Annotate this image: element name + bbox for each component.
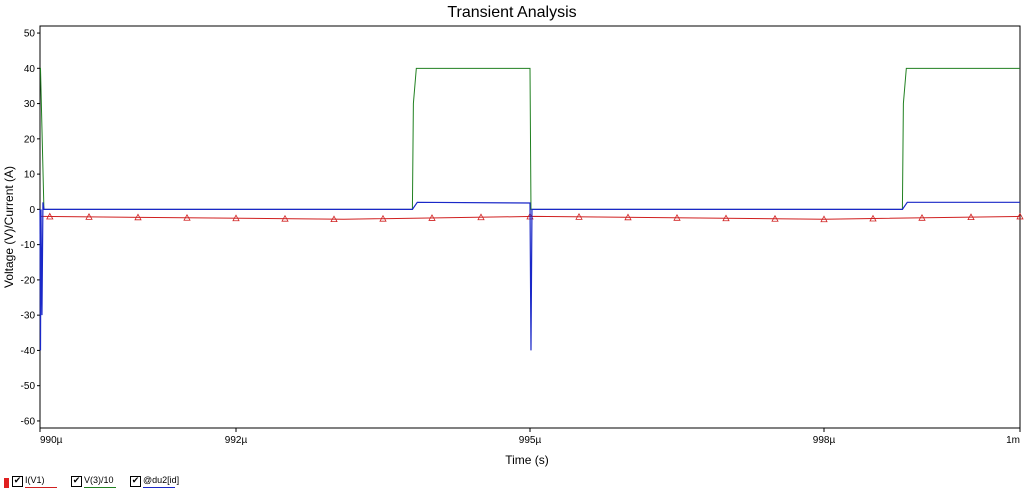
- series-marker: [46, 212, 54, 220]
- series-marker: [85, 213, 93, 220]
- legend-item-2[interactable]: ✔ V(3)/10: [71, 466, 116, 488]
- x-tick-label: 995µ: [519, 435, 542, 446]
- y-tick-label: -40: [21, 346, 36, 357]
- series-marker: [771, 214, 779, 222]
- series-marker: [134, 213, 142, 221]
- legend-label: I(V1): [25, 475, 45, 485]
- legend-swatch: [25, 487, 57, 488]
- y-tick-label: -50: [21, 381, 36, 392]
- legend-swatch: [84, 487, 116, 488]
- x-axis-ticks: 990µ 992µ 995µ 998µ 1m: [39, 428, 1021, 446]
- series-line-3: [39, 201, 1020, 351]
- y-tick-label: 0: [29, 205, 35, 216]
- series-marker: [820, 215, 828, 223]
- chart-title: Transient Analysis: [447, 4, 576, 21]
- series-marker: [575, 213, 583, 220]
- legend-item-3[interactable]: ✔ @du2[id]: [130, 466, 179, 488]
- series-marker: [330, 215, 338, 223]
- series-marker: [1016, 212, 1024, 220]
- selection-marker-icon: [4, 478, 9, 488]
- legend-entry: I(V1): [25, 475, 57, 488]
- x-tick-label: 992µ: [225, 435, 248, 446]
- series-marker: [967, 213, 975, 221]
- checkbox-checked-icon[interactable]: ✔: [130, 476, 141, 487]
- legend-label: V(3)/10: [84, 475, 114, 485]
- series-marker: [722, 214, 730, 222]
- y-axis-label: Voltage (V)/Current (A): [2, 166, 16, 288]
- y-tick-label: 10: [24, 170, 36, 181]
- x-axis-label: Time (s): [505, 453, 549, 467]
- series-marker: [281, 214, 289, 222]
- y-tick-label: -20: [21, 275, 36, 286]
- legend: ✔ I(V1) ✔ V(3)/10 ✔ @du2[id]: [4, 466, 179, 488]
- x-tick-label: 998µ: [813, 435, 836, 446]
- series-marker: [477, 213, 485, 221]
- y-tick-label: -30: [21, 311, 36, 322]
- legend-entry: @du2[id]: [143, 475, 179, 488]
- y-tick-label: 40: [24, 64, 36, 75]
- series-marker: [428, 214, 436, 221]
- x-tick-label: 1m: [1006, 435, 1020, 446]
- series-marker: [624, 213, 632, 221]
- legend-entry: V(3)/10: [84, 475, 116, 488]
- series-marker: [673, 213, 681, 221]
- y-tick-label: 50: [24, 29, 36, 40]
- y-tick-label: 20: [24, 134, 36, 145]
- y-tick-label: -60: [21, 416, 36, 427]
- checkbox-checked-icon[interactable]: ✔: [12, 476, 23, 487]
- series-marker: [918, 213, 926, 221]
- series-marker: [232, 214, 240, 222]
- x-tick-label: 990µ: [40, 435, 63, 446]
- series-line-1: [39, 215, 1021, 220]
- legend-item-1[interactable]: ✔ I(V1): [4, 466, 57, 488]
- checkbox-checked-icon[interactable]: ✔: [71, 476, 82, 487]
- y-axis-ticks: 50 40 30 20 10 0 -10 -20 -30 -40 -50 -60: [21, 29, 40, 427]
- y-tick-label: 30: [24, 99, 36, 110]
- series-marker: [379, 214, 387, 222]
- legend-swatch: [143, 487, 175, 488]
- series-layer: [39, 67, 1024, 351]
- series-marker: [183, 213, 191, 221]
- series-marker: [869, 214, 877, 222]
- legend-label: @du2[id]: [143, 475, 180, 485]
- y-tick-label: -10: [21, 240, 36, 251]
